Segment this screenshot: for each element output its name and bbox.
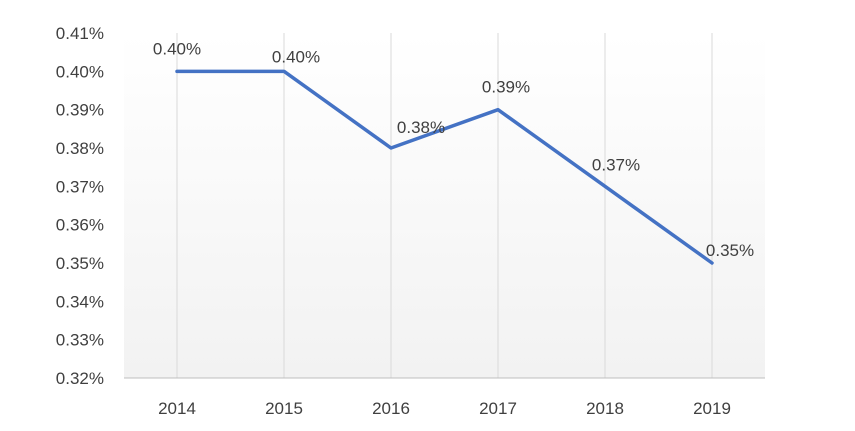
data-labels: 0.40% 0.40% 0.38% 0.39% 0.37% 0.35% xyxy=(153,39,754,260)
series-group xyxy=(175,69,714,265)
x-tick-label-2019: 2019 xyxy=(693,399,731,418)
x-tick-label-2018: 2018 xyxy=(586,399,624,418)
y-tick-label: 0.32% xyxy=(56,369,104,388)
data-label-2014: 0.40% xyxy=(153,39,201,58)
x-tick-label-2017: 2017 xyxy=(479,399,517,418)
y-tick-label: 0.36% xyxy=(56,216,104,235)
data-label-2017: 0.39% xyxy=(482,78,530,97)
y-tick-label: 0.38% xyxy=(56,139,104,158)
plot-area-background xyxy=(124,33,765,378)
data-label-2019: 0.35% xyxy=(706,241,754,260)
y-tick-label: 0.35% xyxy=(56,254,104,273)
y-tick-label: 0.39% xyxy=(56,101,104,120)
y-tick-label: 0.34% xyxy=(56,292,104,311)
y-tick-label: 0.40% xyxy=(56,62,104,81)
data-label-2018: 0.37% xyxy=(592,155,640,174)
y-axis-tick-labels: 0.41% 0.40% 0.39% 0.38% 0.37% 0.36% 0.35% 0.34%… xyxy=(56,24,104,388)
x-tick-label-2014: 2014 xyxy=(158,399,196,418)
x-tick-label-2016: 2016 xyxy=(372,399,410,418)
y-tick-label: 0.41% xyxy=(56,24,104,43)
x-tick-label-2015: 2015 xyxy=(265,399,303,418)
data-label-2016: 0.38% xyxy=(397,118,445,137)
x-axis-tick-labels: 2014 2015 2016 2017 2018 2019 xyxy=(158,399,731,418)
series-line xyxy=(175,69,714,265)
y-tick-label: 0.37% xyxy=(56,177,104,196)
y-tick-label: 0.33% xyxy=(56,331,104,350)
data-label-2015: 0.40% xyxy=(272,47,320,66)
vertical-gridlines xyxy=(176,33,713,378)
